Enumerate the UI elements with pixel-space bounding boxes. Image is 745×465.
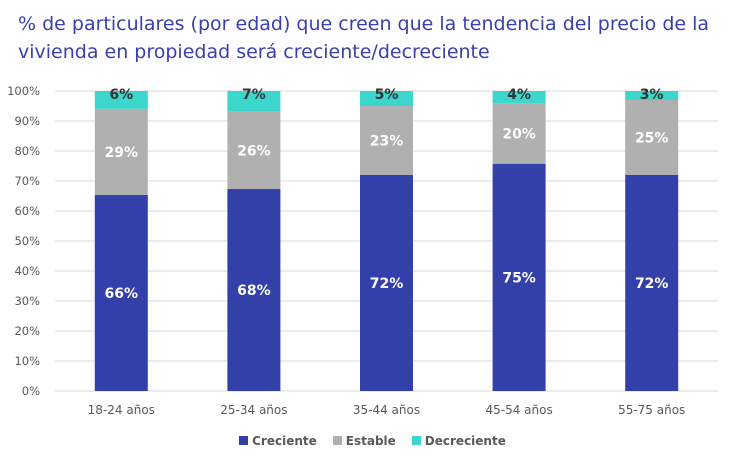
bar-creciente	[625, 175, 679, 391]
bar-creciente	[492, 163, 546, 391]
data-label: 7%	[242, 87, 266, 103]
y-tick-label: 10%	[14, 354, 40, 368]
bar-decreciente	[227, 91, 281, 112]
bar-decreciente	[492, 91, 546, 104]
y-tick-label: 40%	[14, 264, 40, 278]
y-tick-label: 30%	[14, 294, 40, 308]
legend-label: Creciente	[252, 434, 317, 448]
legend-label: Decreciente	[424, 434, 506, 448]
bar-decreciente	[625, 91, 679, 100]
data-label: 29%	[105, 145, 139, 161]
x-tick-label: 55-75 años	[618, 403, 685, 417]
bar-estable	[227, 111, 281, 190]
legend-item-estable: Estable	[332, 434, 396, 448]
data-label: 4%	[507, 87, 531, 103]
y-tick-label: 80%	[14, 144, 40, 158]
legend-swatch	[332, 436, 342, 445]
y-tick-label: 90%	[14, 114, 40, 128]
x-tick-label: 35-44 años	[353, 403, 420, 417]
x-tick-label: 18-24 años	[88, 403, 155, 417]
data-label: 26%	[237, 143, 271, 159]
bar-decreciente	[94, 91, 148, 109]
y-tick-label: 60%	[14, 204, 40, 218]
data-label: 75%	[502, 270, 536, 286]
data-label: 68%	[237, 283, 271, 299]
y-tick-label: 20%	[14, 324, 40, 338]
legend-swatch	[411, 436, 421, 445]
data-label: 5%	[375, 87, 399, 103]
chart-title: % de particulares (por edad) que creen q…	[18, 13, 710, 63]
y-tick-label: 70%	[14, 174, 40, 188]
bar-creciente	[360, 175, 413, 391]
legend-label: Estable	[345, 434, 396, 448]
y-tick-label: 100%	[7, 84, 40, 98]
bar-decreciente	[360, 91, 413, 106]
y-tick-label: 50%	[14, 234, 40, 248]
legend: Creciente Estable Decreciente	[0, 434, 745, 448]
bar-creciente	[94, 194, 148, 391]
x-tick-label: 45-54 años	[485, 403, 552, 417]
bar-estable	[360, 106, 413, 175]
bar-estable	[94, 108, 148, 195]
data-label: 66%	[105, 286, 139, 302]
y-tick-label: 0%	[22, 384, 40, 398]
bar-estable	[492, 103, 546, 164]
data-label: 25%	[635, 131, 669, 147]
data-label: 20%	[502, 126, 536, 142]
legend-swatch	[239, 436, 249, 445]
data-label: 23%	[370, 134, 404, 150]
legend-item-decreciente: Decreciente	[411, 434, 506, 448]
bar-creciente	[227, 189, 281, 391]
legend-item-creciente: Creciente	[239, 434, 317, 448]
data-label: 72%	[370, 276, 404, 292]
data-label: 72%	[635, 276, 669, 292]
data-label: 6%	[109, 87, 133, 103]
data-label: 3%	[640, 87, 664, 103]
x-tick-label: 25-34 años	[220, 403, 287, 417]
bar-estable	[625, 100, 679, 175]
